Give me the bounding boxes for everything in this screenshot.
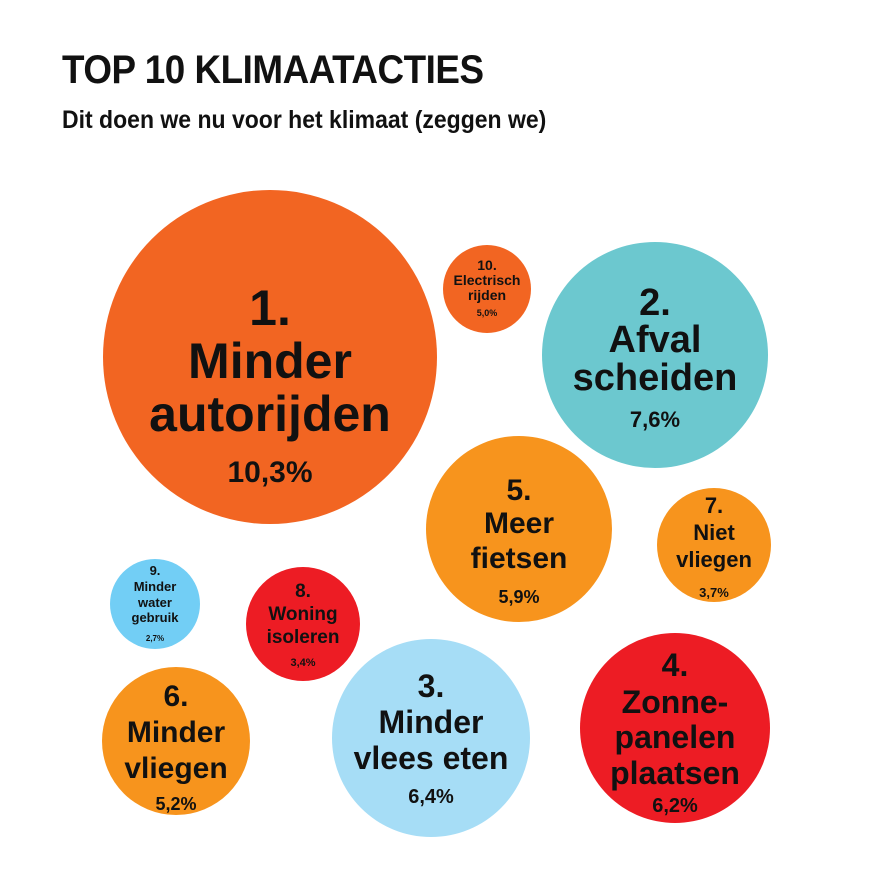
bubble-label: Minder xyxy=(127,716,226,749)
bubble-circle xyxy=(246,567,360,681)
bubble-rank: 4. xyxy=(662,647,689,683)
bubble-rank: 5. xyxy=(506,474,531,507)
bubble-label: vliegen xyxy=(676,547,752,572)
bubble-value: 5,2% xyxy=(155,794,196,814)
chart-title: TOP 10 KLIMAATACTIES xyxy=(62,48,484,92)
bubble-rank: 2. xyxy=(639,282,671,324)
bubble-label: autorijden xyxy=(149,386,391,442)
bubble-circle xyxy=(657,488,771,602)
bubble-rank: 6. xyxy=(163,680,188,713)
bubble-label: rijden xyxy=(468,287,506,303)
bubble-circle xyxy=(103,190,437,524)
bubble-value: 6,2% xyxy=(652,795,698,817)
bubble-label: fietsen xyxy=(471,542,568,575)
bubble-label: gebruik xyxy=(132,610,180,625)
bubble-label: panelen xyxy=(615,719,736,755)
bubble-label: Meer xyxy=(484,507,554,540)
bubble-label: Minder xyxy=(134,579,177,594)
bubble-label: Minder xyxy=(379,704,484,740)
bubble-value: 7,6% xyxy=(630,407,680,432)
bubble-value: 6,4% xyxy=(408,786,454,808)
bubble-label: vlees eten xyxy=(354,740,509,776)
bubble-value: 2,7% xyxy=(146,634,164,643)
bubble-circle xyxy=(542,242,768,468)
bubble-value: 5,9% xyxy=(498,587,539,607)
bubble-label: scheiden xyxy=(573,357,738,399)
chart-subtitle: Dit doen we nu voor het klimaat (zeggen … xyxy=(62,106,547,134)
bubble-rank: 1. xyxy=(249,280,291,336)
bubble-label: Zonne- xyxy=(622,684,729,720)
bubble-label: Minder xyxy=(188,333,352,389)
bubble-value: 3,7% xyxy=(699,585,729,600)
bubble-rank: 9. xyxy=(150,563,161,578)
bubble-label: Electrisch xyxy=(454,272,521,288)
bubble-circle xyxy=(580,633,770,823)
bubble-rank: 10. xyxy=(477,257,496,273)
bubble-label: water xyxy=(137,595,172,610)
bubble-circle xyxy=(443,245,531,333)
bubble-rank: 8. xyxy=(295,581,311,602)
bubble-circle xyxy=(110,559,200,649)
bubble-value: 3,4% xyxy=(290,657,315,669)
bubble-rank: 7. xyxy=(705,493,723,518)
bubble-value: 5,0% xyxy=(477,308,498,318)
bubble-label: Woning xyxy=(268,604,337,625)
bubble-circle xyxy=(426,436,612,622)
bubble-circle xyxy=(102,667,250,815)
bubble-value: 10,3% xyxy=(227,456,312,489)
bubble-label: plaatsen xyxy=(610,755,740,791)
bubble-label: isoleren xyxy=(267,627,340,648)
bubble-label: vliegen xyxy=(124,752,227,785)
bubble-label: Afval xyxy=(609,319,702,361)
bubble-rank: 3. xyxy=(418,668,445,704)
bubble-label: Niet xyxy=(693,520,735,545)
bubble-circle xyxy=(332,639,530,837)
